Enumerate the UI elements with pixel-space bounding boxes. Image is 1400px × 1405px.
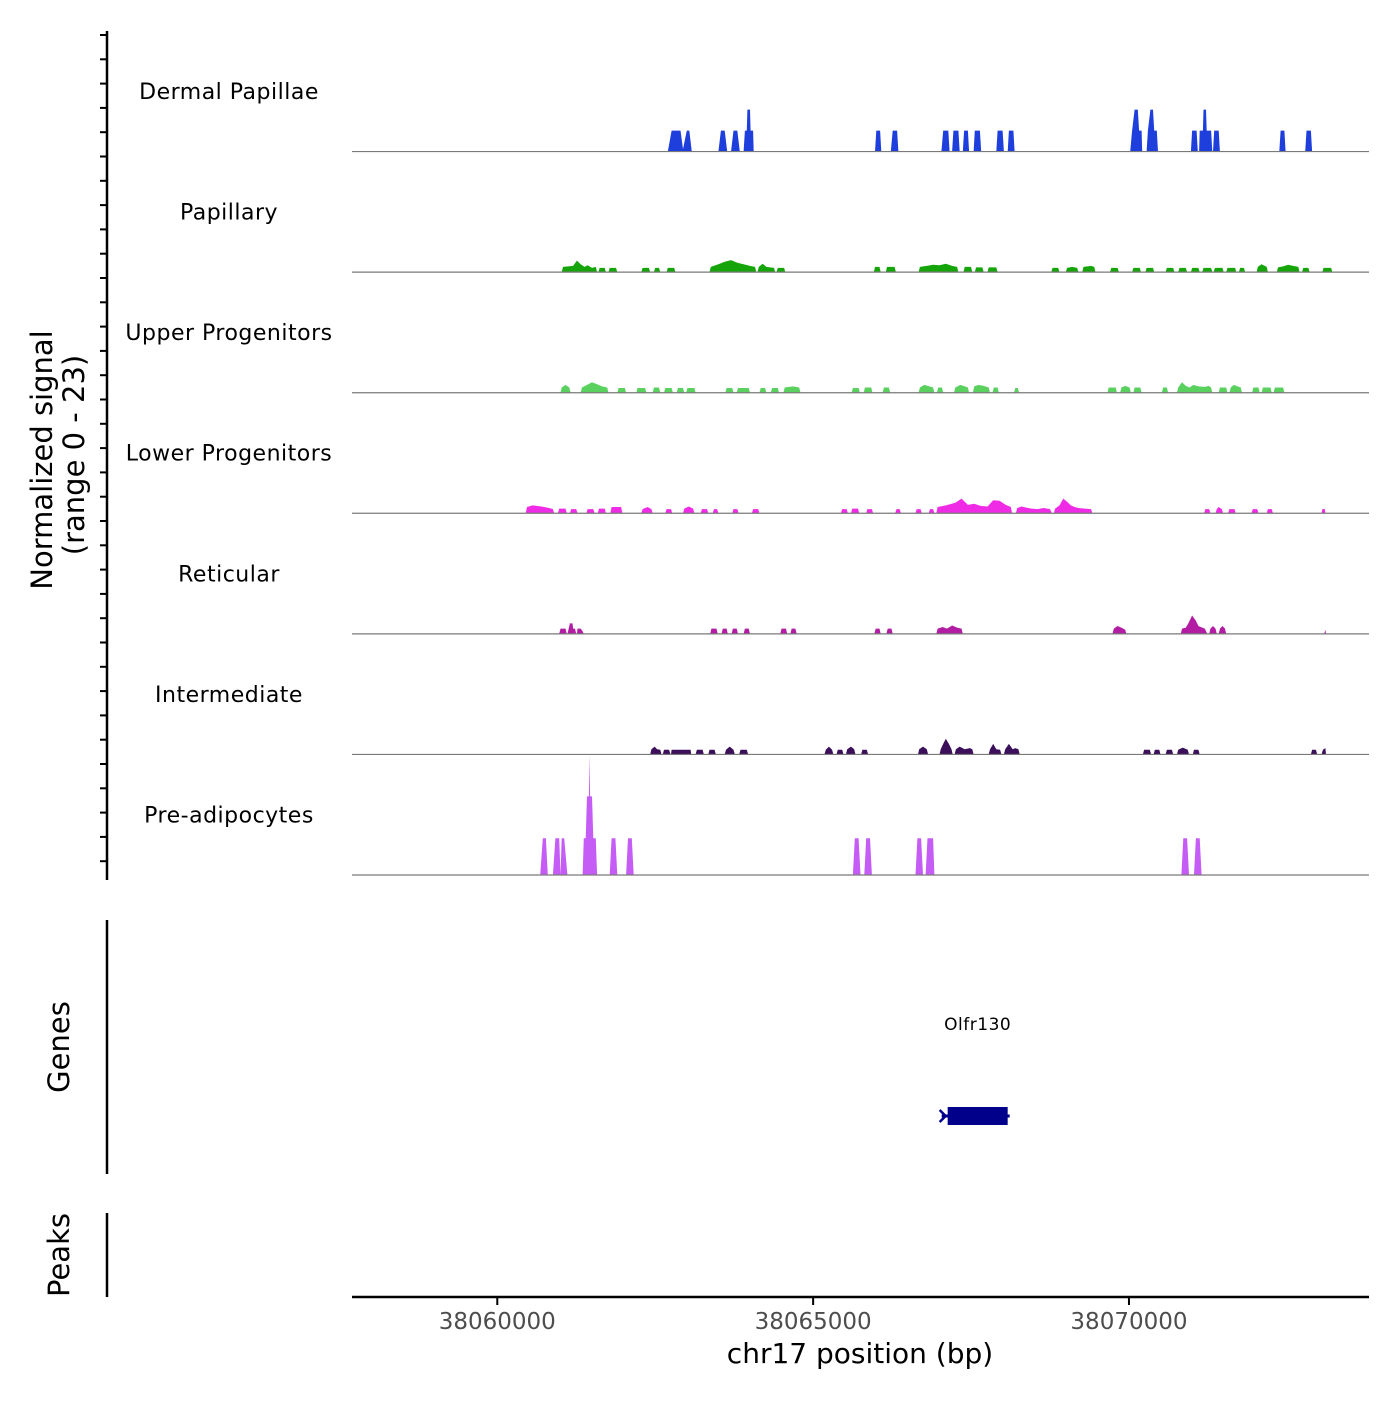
- coverage-area-reticular: [559, 615, 1326, 634]
- track-label-pre-adipocytes: Pre-adipocytes: [144, 803, 314, 828]
- genes-panel-title: Genes: [42, 1001, 76, 1093]
- x-axis-title: chr17 position (bp): [727, 1337, 993, 1370]
- x-tick-label-38060000: 38060000: [439, 1309, 556, 1335]
- coverage-tracks: [352, 109, 1369, 876]
- peaks-panel-title: Peaks: [42, 1213, 76, 1297]
- coverage-area-pre-adipocytes: [540, 754, 1202, 875]
- track-labels: Dermal Papillae Papillary Upper Progenitor…: [125, 80, 332, 828]
- gene-exon-olfr130: [947, 1107, 1008, 1125]
- track-label-dermal-papillae: Dermal Papillae: [139, 80, 319, 105]
- x-axis-ticks: 38060000 38065000 38070000: [439, 1297, 1188, 1335]
- signal-y-axis-title: Normalized signal: [25, 330, 59, 589]
- coverage-area-upper-progenitors: [560, 382, 1285, 393]
- x-tick-label-38065000: 38065000: [755, 1309, 872, 1335]
- coverage-area-lower-progenitors: [525, 498, 1326, 514]
- track-papillary: [352, 260, 1369, 273]
- signal-y-axis-ticks: [100, 34, 107, 863]
- coverage-area-papillary: [561, 260, 1333, 273]
- track-label-papillary: Papillary: [180, 201, 278, 226]
- track-pre-adipocytes: [352, 754, 1369, 876]
- x-tick-label-38070000: 38070000: [1070, 1309, 1187, 1335]
- gene-strand-arrow-olfr130: [938, 1109, 948, 1123]
- track-label-intermediate: Intermediate: [155, 683, 303, 708]
- track-upper-progenitors: [352, 382, 1369, 394]
- track-label-reticular: Reticular: [178, 562, 280, 587]
- track-dermal-papillae: [352, 109, 1369, 153]
- gene-olfr130: Olfr130: [938, 1015, 1011, 1125]
- gene-label-olfr130: Olfr130: [944, 1015, 1011, 1035]
- signal-y-axis-subtitle: (range 0 - 23): [57, 355, 91, 555]
- track-lower-progenitors: [352, 498, 1369, 514]
- coverage-area-dermal-papillae: [667, 109, 1313, 152]
- coverage-area-intermediate: [650, 738, 1326, 755]
- gene-annotations: Olfr130: [938, 1015, 1011, 1125]
- track-intermediate: [352, 738, 1369, 756]
- track-reticular: [352, 615, 1369, 635]
- track-label-upper-progenitors: Upper Progenitors: [125, 321, 332, 346]
- track-label-lower-progenitors: Lower Progenitors: [126, 442, 332, 467]
